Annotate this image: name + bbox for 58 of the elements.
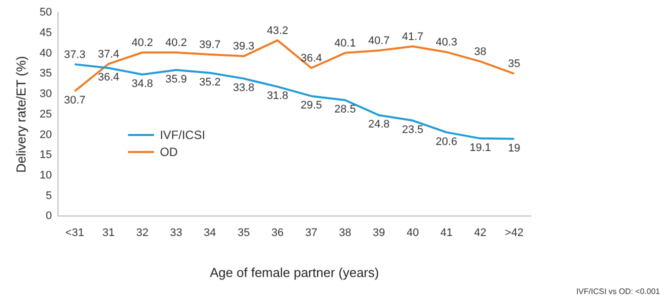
data-label: 40.7 (368, 35, 390, 47)
data-label: 36.4 (300, 52, 322, 65)
x-tick-label: 34 (204, 226, 216, 239)
data-label: 39.3 (233, 40, 254, 53)
y-tick-label: 20 (40, 128, 52, 141)
y-tick-label: 35 (40, 68, 52, 80)
y-tick-label: 50 (40, 6, 52, 19)
y-axis-title: Delivery rate/ET (%) (13, 56, 28, 173)
y-tick-label: 5 (46, 190, 52, 202)
data-label: 41.7 (402, 30, 424, 43)
data-label: 35.9 (165, 74, 187, 86)
x-tick-label: 41 (440, 226, 453, 239)
data-label: 35 (508, 58, 520, 70)
y-tick-label: 45 (40, 26, 52, 39)
x-tick-label: 37 (305, 226, 318, 239)
data-label: 35.2 (199, 76, 221, 88)
y-tick-label: 15 (40, 149, 52, 162)
x-tick-label: 40 (406, 226, 419, 239)
data-label: 36.4 (98, 72, 120, 84)
legend-label: IVF/ICSI (160, 128, 206, 142)
x-tick-label: 38 (338, 226, 352, 239)
data-label: 38 (474, 46, 486, 58)
y-tick-label: 30 (40, 88, 52, 100)
data-label: 24.8 (368, 118, 390, 131)
legend-label: OD (160, 144, 178, 159)
data-label: 40.1 (334, 37, 356, 50)
data-label: 29.5 (300, 100, 322, 112)
x-axis-title: Age of female partner (years) (210, 264, 379, 280)
data-label: 37.3 (64, 48, 86, 61)
data-label: 37.4 (98, 48, 120, 60)
x-tick-label: 31 (102, 226, 115, 239)
data-label: 30.7 (64, 94, 86, 107)
data-label: 19.1 (470, 142, 492, 154)
data-label: 40.2 (132, 37, 154, 50)
data-label: 40.3 (436, 36, 458, 49)
y-tick-label: 40 (40, 47, 52, 60)
x-tick-label: 36 (271, 226, 284, 239)
x-tick-label: >42 (504, 226, 524, 239)
data-label: 34.8 (132, 78, 154, 90)
text: IVF/ICSI vs OD: <0.001 (576, 287, 660, 296)
data-label: 20.6 (436, 136, 458, 148)
data-label: 19 (508, 142, 520, 154)
data-label: 43.2 (266, 24, 288, 37)
x-tick-label: <31 (65, 226, 84, 239)
x-tick-label: 35 (238, 226, 250, 239)
x-tick-label: 39 (372, 226, 386, 239)
x-tick-label: 33 (170, 226, 182, 239)
data-label: 31.8 (266, 90, 288, 102)
y-tick-label: 10 (40, 170, 52, 182)
y-tick-label: 0 (46, 210, 52, 222)
x-tick-label: 32 (136, 226, 148, 239)
x-tick-label: 42 (474, 226, 486, 239)
data-label: 28.5 (334, 104, 356, 116)
data-label: 39.7 (199, 39, 221, 52)
data-label: 40.2 (165, 37, 187, 50)
y-tick-label: 25 (40, 108, 52, 120)
data-label: 33.8 (233, 82, 254, 94)
data-label: 23.5 (402, 124, 424, 136)
